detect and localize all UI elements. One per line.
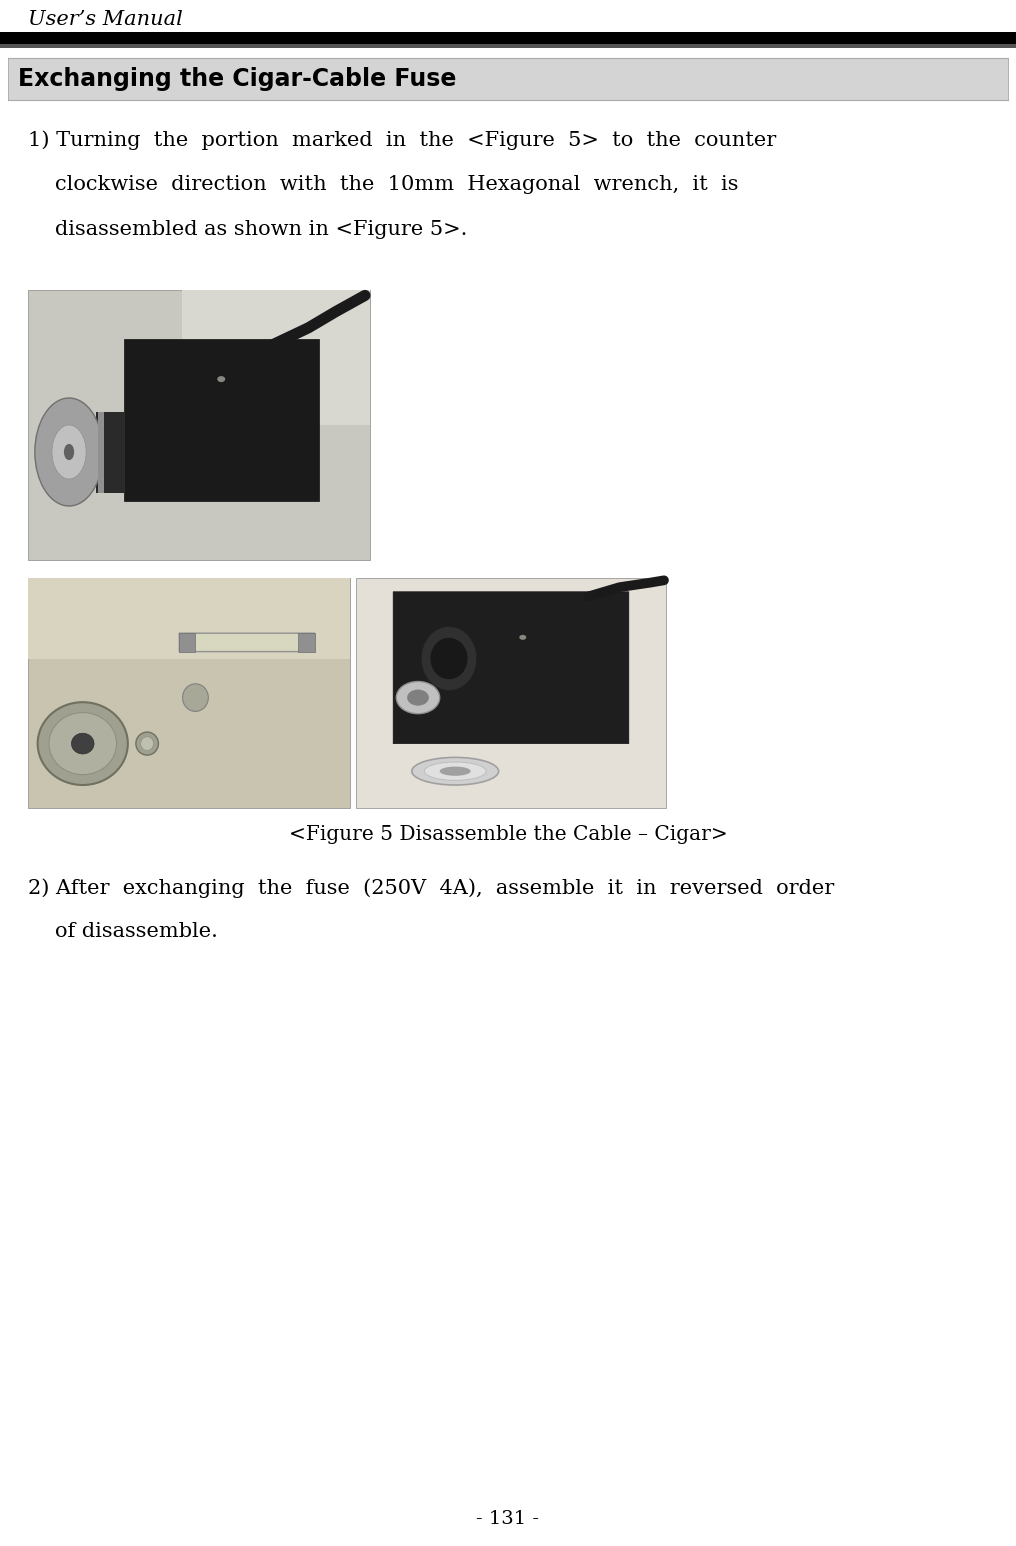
Ellipse shape [431,638,467,679]
Bar [8,59,1008,100]
Bar [99,411,105,493]
Ellipse shape [49,713,117,775]
Ellipse shape [440,767,470,776]
Bar [182,291,370,425]
Ellipse shape [71,733,94,754]
Text: <Figure 5 Disassemble the Cable – Cigar>: <Figure 5 Disassemble the Cable – Cigar> [289,826,727,844]
Ellipse shape [421,626,477,691]
FancyBboxPatch shape [393,592,629,744]
Ellipse shape [64,444,74,461]
Text: 1) Turning  the  portion  marked  in  the  <Figure  5>  to  the  counter: 1) Turning the portion marked in the <Fi… [28,130,776,150]
Bar [28,578,350,809]
Text: Exchanging the Cigar-Cable Fuse: Exchanging the Cigar-Cable Fuse [18,66,456,91]
Bar [97,411,124,493]
Ellipse shape [136,733,158,754]
Ellipse shape [407,690,429,705]
Ellipse shape [140,737,153,750]
Bar [124,339,319,501]
Bar [28,291,370,560]
Bar [299,634,315,651]
Bar [0,32,1016,43]
Ellipse shape [217,376,226,382]
Bar [180,634,195,651]
Bar [28,578,350,659]
Ellipse shape [35,397,104,506]
Ellipse shape [52,425,86,479]
Text: clockwise  direction  with  the  10mm  Hexagonal  wrench,  it  is: clockwise direction with the 10mm Hexago… [55,175,739,193]
Ellipse shape [183,683,208,711]
Bar [356,578,666,809]
Ellipse shape [519,635,526,640]
Text: - 131 -: - 131 - [477,1510,539,1527]
Text: User’s Manual: User’s Manual [28,9,183,29]
Ellipse shape [425,762,487,781]
Text: disassembled as shown in <Figure 5>.: disassembled as shown in <Figure 5>. [55,220,467,240]
Ellipse shape [38,702,128,785]
Bar [0,43,1016,48]
FancyBboxPatch shape [180,634,315,651]
Text: of disassemble.: of disassemble. [55,921,217,942]
Ellipse shape [396,682,440,714]
Ellipse shape [411,758,499,785]
Text: 2) After  exchanging  the  fuse  (250V  4A),  assemble  it  in  reversed  order: 2) After exchanging the fuse (250V 4A), … [28,878,834,898]
